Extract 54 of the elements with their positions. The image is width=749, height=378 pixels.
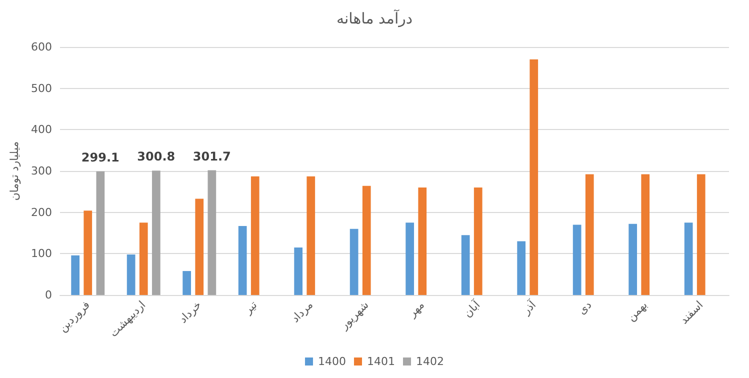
- x-tick-label: فروردین: [56, 298, 92, 335]
- x-tick-label: تیر: [241, 298, 260, 318]
- y-tick-label: 300: [31, 164, 52, 178]
- bar: [474, 188, 482, 295]
- data-label: 299.1: [81, 150, 120, 164]
- bar: [628, 224, 638, 295]
- bar: [195, 198, 204, 295]
- x-tick-label: مهر: [405, 298, 428, 320]
- x-tick-label: آذر: [518, 297, 540, 318]
- data-label: 300.8: [137, 150, 176, 164]
- legend-label: 1400: [318, 355, 346, 368]
- y-tick-label: 200: [31, 206, 52, 219]
- x-tick-label: خرداد: [176, 298, 204, 326]
- chart-title: درآمد ماهانه: [336, 8, 413, 28]
- x-tick-label: اسفند: [678, 298, 706, 327]
- y-tick-label: 600: [31, 40, 52, 54]
- bar: [461, 235, 470, 295]
- y-tick-label: 400: [31, 123, 52, 136]
- x-tick-label: دی: [575, 298, 594, 318]
- bar: [250, 176, 260, 295]
- legend-label: 1401: [367, 355, 396, 368]
- bar: [350, 228, 358, 295]
- bar: [517, 241, 526, 295]
- bar: [684, 222, 693, 295]
- bar: [406, 222, 414, 295]
- y-axis-title: میلیارد تومان: [8, 141, 22, 201]
- bar: [238, 226, 247, 295]
- x-tick-label: اردیبهشت: [107, 298, 148, 340]
- x-tick-label: آبان: [460, 297, 484, 320]
- bar: [84, 210, 92, 295]
- bar: [139, 222, 148, 295]
- bar: [71, 255, 80, 295]
- bar: [362, 186, 371, 295]
- bar: [585, 174, 594, 295]
- bar: [572, 224, 582, 295]
- y-tick-label: 0: [45, 288, 52, 302]
- bar: [696, 174, 706, 295]
- y-tick-label: 100: [31, 247, 52, 260]
- bar: [126, 254, 136, 295]
- bar: [641, 174, 650, 295]
- bar: [96, 171, 105, 295]
- x-tick-label: مرداد: [288, 298, 316, 326]
- bar: [530, 59, 538, 295]
- y-tick-label: 500: [31, 82, 52, 95]
- bar: [208, 170, 216, 295]
- bar: [306, 176, 316, 295]
- x-tick-label: بهمن: [624, 298, 650, 324]
- bar: [152, 170, 160, 295]
- x-tick-label: شهریور: [337, 298, 372, 333]
- bar: [294, 247, 303, 295]
- bar: [182, 271, 192, 295]
- legend-label: 1402: [416, 355, 444, 368]
- data-label: 301.7: [192, 149, 231, 164]
- bar: [418, 188, 427, 295]
